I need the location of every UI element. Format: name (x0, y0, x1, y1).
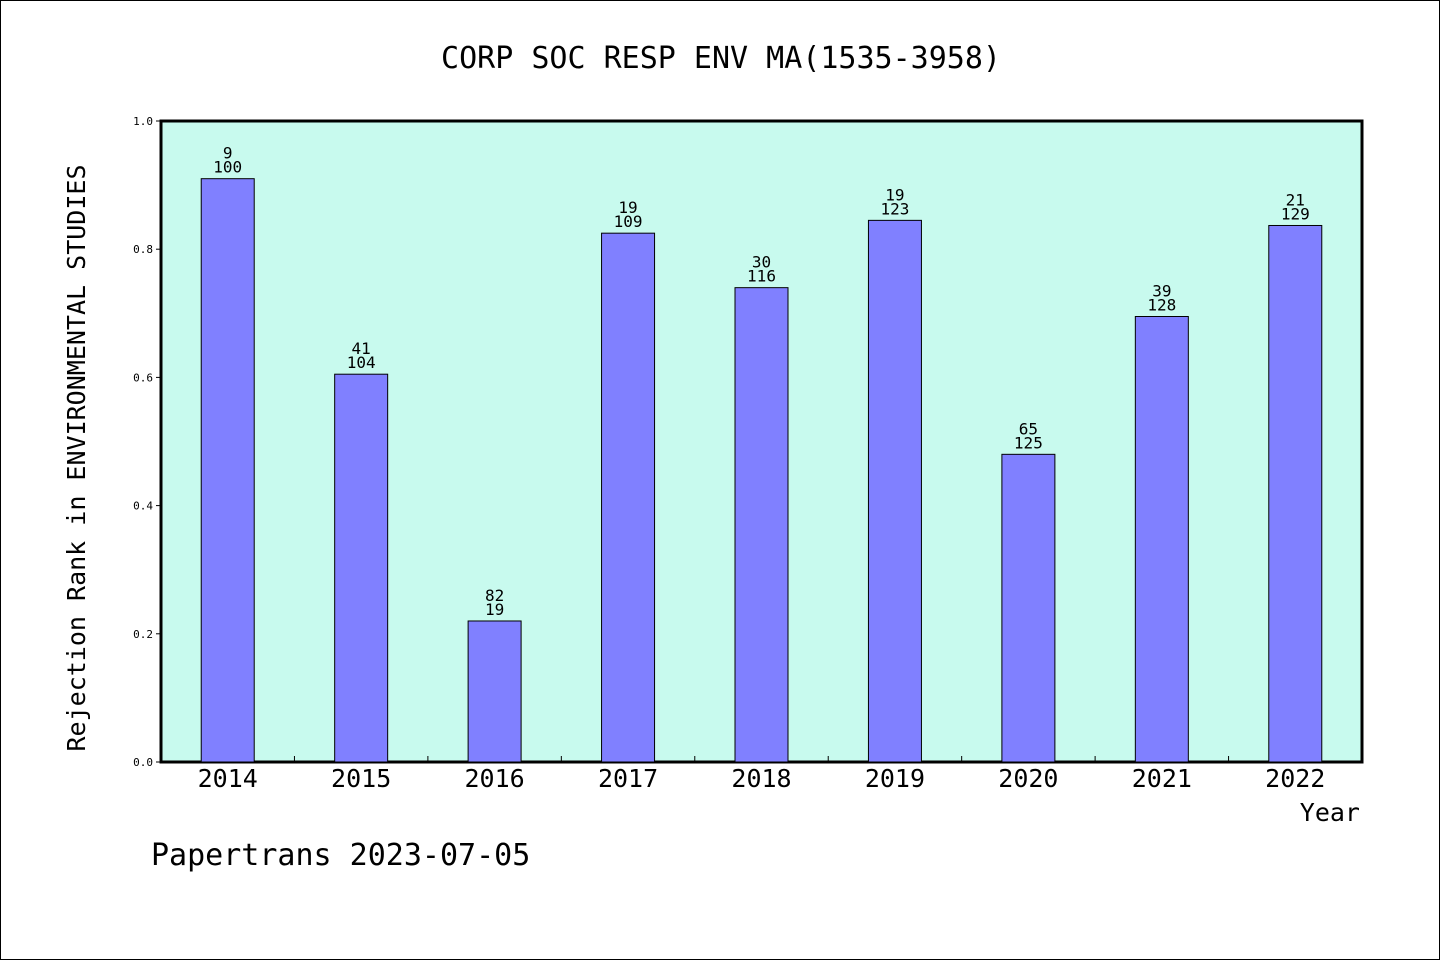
x-tick-label: 2019 (865, 764, 925, 793)
bar-2017 (601, 232, 656, 763)
bar-label-bottom: 116 (747, 267, 776, 286)
y-axis: 0.0 0.2 0.4 0.6 0.8 1.0 (133, 115, 161, 769)
y-tick-label: 0.4 (133, 500, 153, 513)
bar-label-top: 19 (618, 198, 637, 217)
bar-2016 (467, 620, 522, 763)
bar-label-bottom: 123 (880, 199, 909, 218)
bar-label-top: 39 (1152, 282, 1171, 301)
x-tick-label: 2016 (465, 764, 525, 793)
bar-label-bottom: 19 (485, 600, 504, 619)
x-tick-label: 2018 (731, 764, 791, 793)
y-tick-label: 1.0 (133, 115, 153, 128)
bar-label-bottom: 129 (1281, 204, 1310, 223)
bar-label-top: 19 (885, 185, 904, 204)
y-tick-label: 0.0 (133, 756, 153, 769)
x-tick-label: 2015 (331, 764, 391, 793)
chart-title: CORP SOC RESP ENV MA(1535-3958) (441, 41, 1001, 76)
bars (200, 178, 1323, 763)
bar-label-top: 30 (752, 253, 771, 272)
bar-2014 (200, 178, 255, 763)
bar-2018 (734, 287, 789, 763)
bar-label-bottom: 100 (213, 158, 242, 177)
y-tick-label: 0.6 (133, 371, 153, 384)
footer-text: Papertrans 2023-07-05 (151, 838, 530, 873)
bar-label-top: 65 (1019, 419, 1038, 438)
bar-label-bottom: 125 (1014, 433, 1043, 452)
y-tick-label: 0.2 (133, 628, 153, 641)
bar-labels: 9100411048219191093011619123651253912821… (213, 144, 1309, 619)
x-tick-label: 2021 (1132, 764, 1192, 793)
x-axis: 2014 2015 2016 2017 2018 2019 2020 2021 2022 (198, 756, 1325, 793)
bar-2021 (1134, 316, 1189, 763)
bar-label-top: 41 (352, 339, 371, 358)
x-tick-label: 2022 (1265, 764, 1325, 793)
bar-label-top: 21 (1286, 190, 1305, 209)
bar-label-top: 82 (485, 586, 504, 605)
bar-2019 (867, 219, 922, 763)
bar-label-top: 9 (223, 144, 233, 163)
bar-2015 (334, 373, 389, 763)
y-tick-label: 0.8 (133, 243, 153, 256)
bar-label-bottom: 128 (1147, 296, 1176, 315)
y-axis-label: Rejection Rank in ENVIRONMENTAL STUDIES (62, 165, 91, 752)
x-tick-label: 2020 (998, 764, 1058, 793)
x-tick-label: 2014 (198, 764, 258, 793)
bar-2020 (1001, 453, 1056, 763)
bar-label-bottom: 109 (614, 212, 643, 231)
bar-2022 (1268, 224, 1323, 763)
bar-label-bottom: 104 (347, 353, 376, 372)
x-axis-label: Year (1300, 798, 1360, 827)
x-tick-label: 2017 (598, 764, 658, 793)
